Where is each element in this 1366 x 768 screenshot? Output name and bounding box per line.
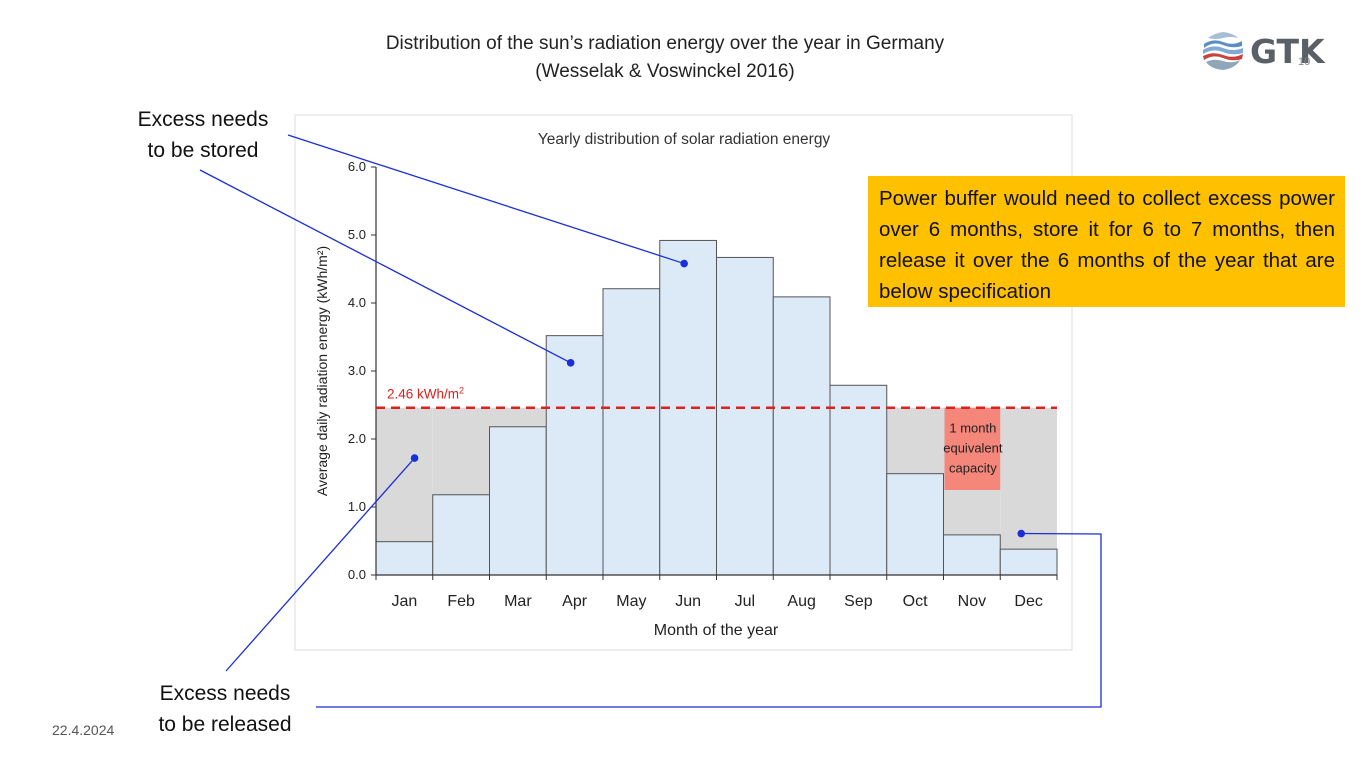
capacity-label-line: equivalent bbox=[943, 441, 1003, 456]
threshold-label: 2.46 kWh/m2 bbox=[387, 386, 464, 402]
capacity-label-line: capacity bbox=[949, 461, 997, 476]
threshold-group: 2.46 kWh/m2 bbox=[376, 386, 1057, 409]
callout-stored-line2: to be stored bbox=[147, 139, 259, 162]
slide-date: 22.4.2024 bbox=[52, 722, 115, 738]
x-tick-label-nov: Nov bbox=[958, 593, 986, 610]
bar-feb bbox=[432, 494, 490, 576]
x-tick-label-mar: Mar bbox=[504, 593, 532, 610]
x-tick-label-sep: Sep bbox=[844, 593, 873, 610]
bar-jan bbox=[375, 541, 434, 576]
y-tick-label: 0.0 bbox=[348, 567, 366, 582]
callout-released-line2: to be released bbox=[158, 713, 292, 736]
bar-sep bbox=[829, 384, 888, 576]
info-box: Power buffer would need to collect exces… bbox=[868, 176, 1345, 307]
bar-oct bbox=[886, 473, 944, 576]
bar-aug bbox=[772, 296, 831, 576]
x-tick-label-jan: Jan bbox=[391, 593, 417, 610]
x-tick-label-aug: Aug bbox=[787, 593, 815, 610]
capacity-label-line: 1 month bbox=[949, 421, 996, 436]
callout-line-jan-dot bbox=[410, 454, 419, 462]
x-tick-label-feb: Feb bbox=[447, 593, 475, 610]
x-tick-label-oct: Oct bbox=[903, 593, 928, 610]
x-axis-label: Month of the year bbox=[654, 622, 779, 639]
bar-may bbox=[602, 288, 661, 576]
y-tick-label: 2.0 bbox=[348, 431, 366, 446]
callout-released-line1: Excess needs bbox=[159, 682, 291, 705]
x-tick-label-jul: Jul bbox=[735, 593, 755, 610]
callout-stored-line1: Excess needs bbox=[137, 108, 269, 131]
callout-line-jan bbox=[225, 457, 416, 672]
bar-apr bbox=[545, 335, 604, 576]
callout-line-apr-dot bbox=[566, 359, 575, 367]
y-tick-label: 5.0 bbox=[348, 227, 366, 242]
x-tick-label-jun: Jun bbox=[675, 593, 701, 610]
bar-mar bbox=[489, 426, 547, 576]
bar-dec bbox=[999, 548, 1058, 576]
callout-excess-stored: Excess needs to be stored bbox=[128, 104, 278, 166]
slide-number: 10 bbox=[1298, 56, 1311, 68]
threshold-label-superscript: 2 bbox=[459, 386, 464, 396]
callout-line-dec bbox=[316, 532, 1102, 708]
x-tick-label-dec: Dec bbox=[1014, 593, 1042, 610]
gtk-logo: GTK bbox=[1202, 30, 1342, 74]
callout-line-apr bbox=[199, 169, 571, 364]
capacity-annotation-group: 1 month equivalent capacity bbox=[943, 407, 1003, 490]
capacity-box bbox=[944, 407, 1001, 490]
bar-jul bbox=[716, 256, 774, 576]
callout-excess-released: Excess needs to be released bbox=[145, 678, 305, 740]
gtk-wave-logo-icon bbox=[1203, 31, 1243, 71]
deficit-area-dec bbox=[1000, 407, 1057, 575]
x-tick-label-apr: Apr bbox=[562, 593, 588, 610]
callout-line-dec-dot bbox=[1017, 529, 1026, 538]
slide-title-line1: Distribution of the sun’s radiation ener… bbox=[385, 33, 945, 54]
logo-text: GTK bbox=[1250, 32, 1325, 71]
slide-title: Distribution of the sun’s radiation ener… bbox=[300, 30, 1030, 86]
callout-line-jun-dot bbox=[680, 259, 688, 268]
y-tick-label: 3.0 bbox=[348, 363, 366, 378]
chart-title: Yearly distribution of solar radiation e… bbox=[538, 131, 831, 148]
y-tick-label: 1.0 bbox=[348, 499, 366, 514]
y-tick-label: 6.0 bbox=[348, 159, 366, 174]
bar-nov bbox=[943, 534, 1001, 576]
x-tick-label-may: May bbox=[616, 593, 646, 610]
callout-lines-group bbox=[199, 134, 1102, 708]
y-axis-label: Average daily radiation energy (kWh/m²) bbox=[314, 246, 330, 496]
axes-group: 0.0 1.0 2.0 3.0 4.0 5.0 6.0 Jan Feb Mar Apr May Jun J… bbox=[348, 159, 1058, 610]
slide-title-line2: (Wesselak & Voswinckel 2016) bbox=[535, 61, 795, 82]
callout-line-jun bbox=[287, 134, 685, 265]
y-tick-label: 4.0 bbox=[348, 295, 366, 310]
